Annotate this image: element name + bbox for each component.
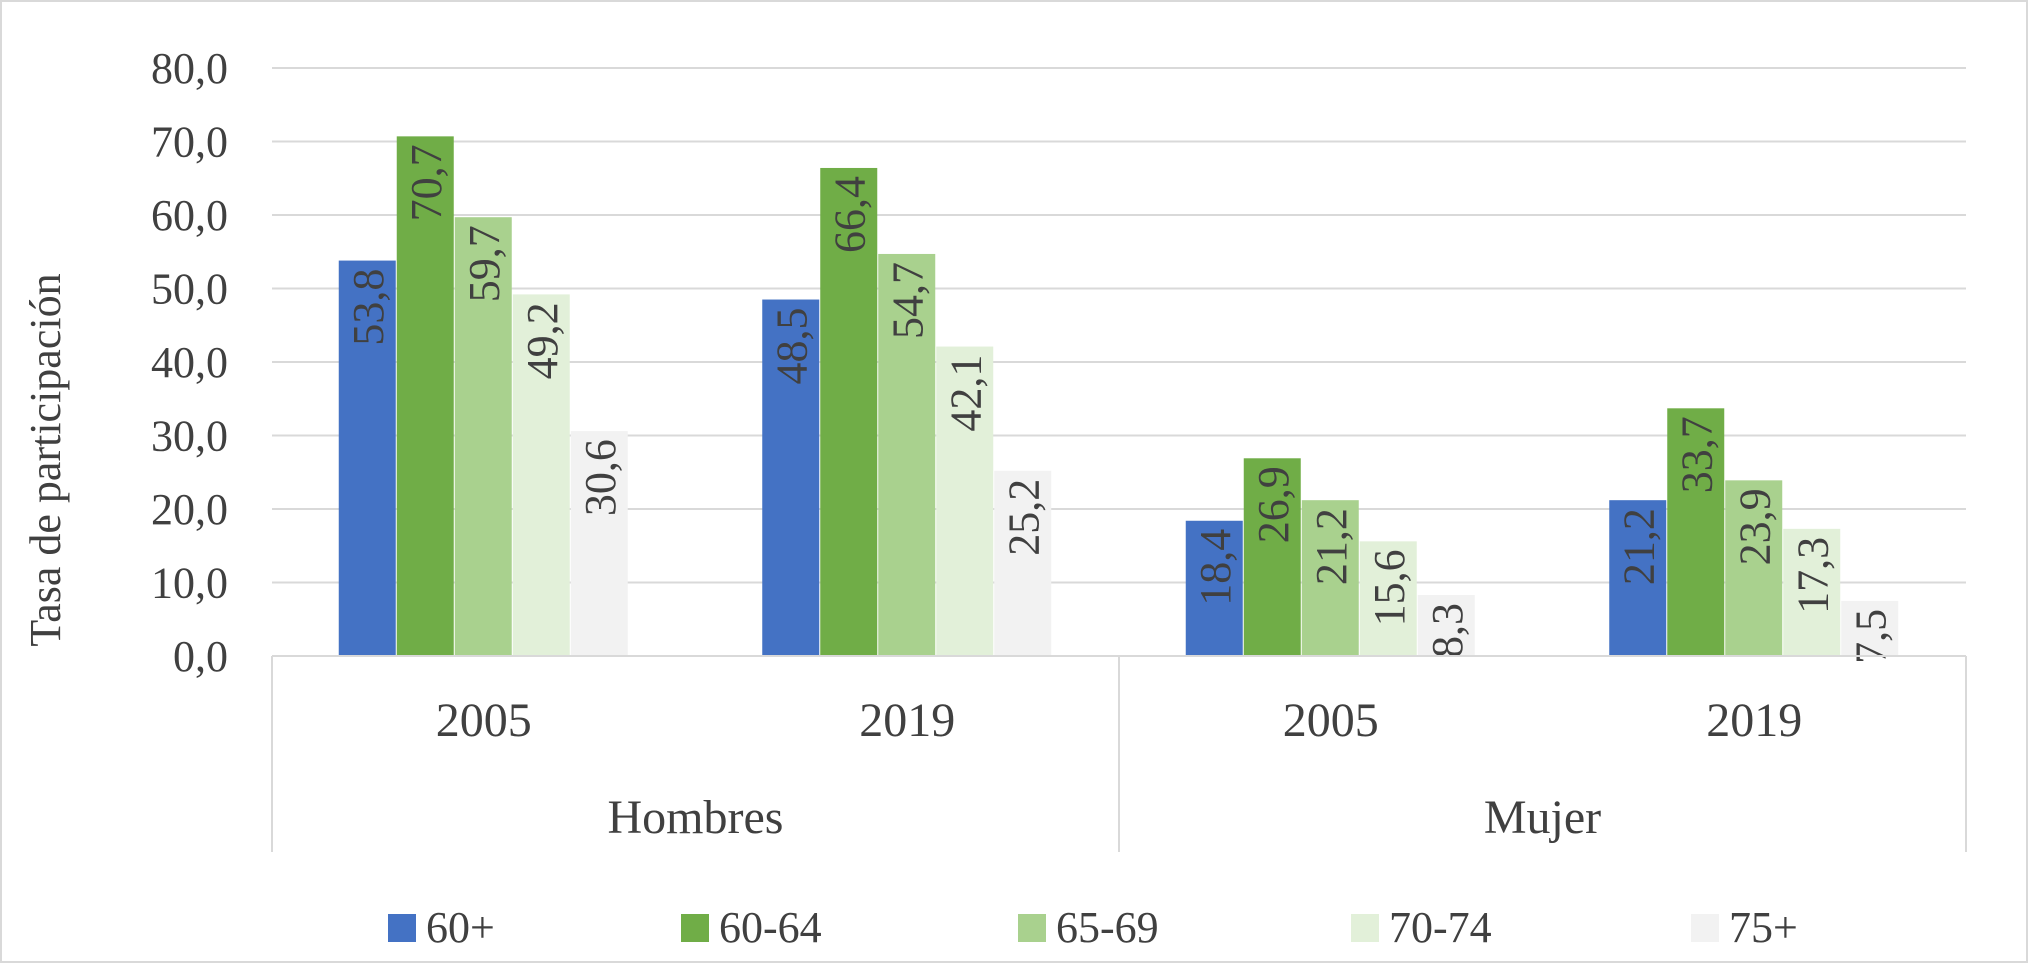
bar-value-label: 30,6 <box>576 439 625 516</box>
bar-75+ <box>1841 600 1899 656</box>
bar-value-label: 42,1 <box>941 355 990 432</box>
y-tick-label: 40,0 <box>151 338 228 387</box>
bar-value-label: 70,7 <box>402 144 451 221</box>
x-group-label: Mujer <box>1484 791 1601 844</box>
bar-value-label: 33,7 <box>1672 416 1721 493</box>
bar-60-64 <box>1667 408 1725 656</box>
legend-swatch-70-74 <box>1351 914 1379 942</box>
bar-70-74 <box>1359 541 1417 656</box>
x-category-label: 2019 <box>1706 694 1802 747</box>
bar-value-label: 49,2 <box>518 302 567 379</box>
bar-65-69 <box>1301 500 1359 656</box>
y-tick-label: 80,0 <box>151 44 228 93</box>
bar-value-label: 7,5 <box>1846 609 1895 664</box>
bar-value-label: 53,8 <box>344 269 393 346</box>
legend-swatch-65-69 <box>1018 914 1046 942</box>
x-category-label: 2005 <box>436 694 532 747</box>
y-tick-label: 0,0 <box>173 632 228 681</box>
x-group-label: Hombres <box>608 791 784 844</box>
bar-value-label: 23,9 <box>1730 488 1779 565</box>
bar-60+ <box>762 299 820 656</box>
x-axis: 2005 2019 Hombres 2005 2019 Mujer <box>271 655 1967 852</box>
bars <box>338 136 1899 657</box>
bar-60-64 <box>820 167 878 656</box>
bar-value-label: 26,9 <box>1249 466 1298 543</box>
x-category-label: 2019 <box>859 694 955 747</box>
bar-70-74 <box>512 294 570 656</box>
bar-value-label: 18,4 <box>1191 529 1240 606</box>
legend-swatch-60-64 <box>681 914 709 942</box>
bar-60+ <box>1609 500 1667 656</box>
legend-swatch-60+ <box>388 914 416 942</box>
y-tick-label: 20,0 <box>151 485 228 534</box>
legend-label: 60-64 <box>719 903 822 952</box>
y-tick-label: 10,0 <box>151 559 228 608</box>
bar-65-69 <box>878 253 936 656</box>
legend-label: 60+ <box>426 903 495 952</box>
bar-70-74 <box>1783 528 1841 656</box>
legend-label: 75+ <box>1729 903 1798 952</box>
bar-70-74 <box>936 346 994 656</box>
bar-60+ <box>338 260 396 656</box>
y-axis: 0,0 10,0 20,0 30,0 40,0 50,0 60,0 70,0 80,0 <box>151 44 228 681</box>
legend: 60+ 60-64 65-69 70-74 75+ <box>388 903 1798 952</box>
y-tick-label: 70,0 <box>151 118 228 167</box>
legend-label: 65-69 <box>1056 903 1159 952</box>
bar-value-label: 15,6 <box>1365 549 1414 626</box>
y-tick-label: 50,0 <box>151 265 228 314</box>
bar-value-label: 59,7 <box>460 225 509 302</box>
x-category-label: 2005 <box>1283 694 1379 747</box>
y-tick-label: 30,0 <box>151 412 228 461</box>
bar-value-label: 66,4 <box>825 176 874 253</box>
bar-65-69 <box>454 217 512 656</box>
bar-value-label: 25,2 <box>999 479 1048 556</box>
bar-value-label: 21,2 <box>1614 508 1663 585</box>
bar-value-label: 8,3 <box>1423 603 1472 658</box>
bar-value-label: 48,5 <box>767 308 816 385</box>
bar-60-64 <box>1243 458 1301 656</box>
data-labels: 53,870,759,749,2 30,6 48,5 66,454,742,125,2… <box>344 144 1896 664</box>
bar-value-label: 17,3 <box>1788 537 1837 614</box>
bar-60+ <box>1185 520 1243 656</box>
bar-65-69 <box>1725 480 1783 656</box>
bar-75+ <box>1417 594 1475 656</box>
bar-75+ <box>570 431 628 656</box>
bar-value-label: 21,2 <box>1307 508 1356 585</box>
legend-label: 70-74 <box>1389 903 1492 952</box>
y-tick-label: 60,0 <box>151 191 228 240</box>
bar-75+ <box>994 470 1052 656</box>
bar-value-label: 54,7 <box>883 262 932 339</box>
y-axis-title: Tasa de participación <box>21 273 70 646</box>
legend-swatch-75+ <box>1691 914 1719 942</box>
bar-60-64 <box>396 136 454 657</box>
